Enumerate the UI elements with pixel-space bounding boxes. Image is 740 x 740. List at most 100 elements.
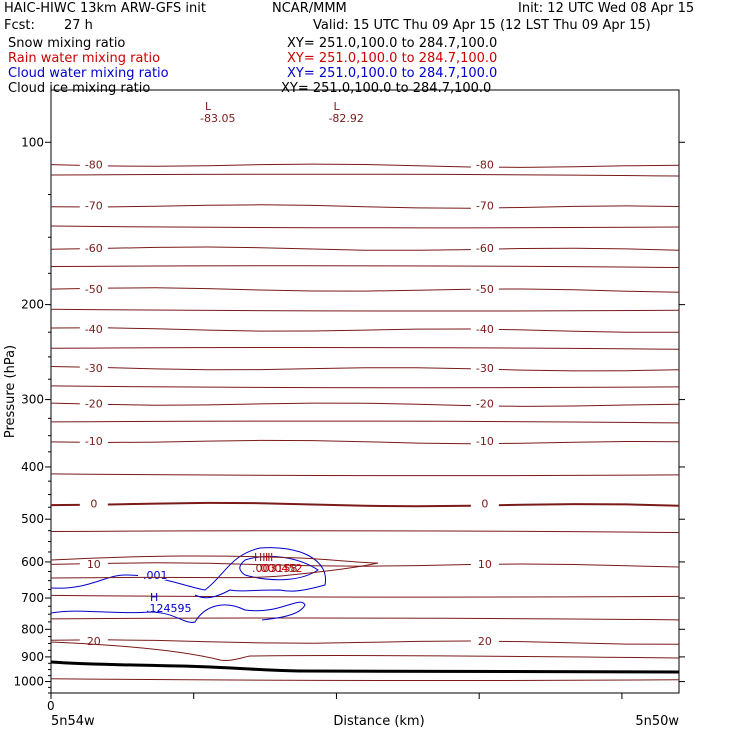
- x-endpoint-right: 5n50w: [635, 714, 679, 729]
- y-tick-label: 800: [21, 622, 44, 636]
- isotherm-line: [50, 678, 680, 682]
- isotherm-line: [50, 385, 680, 389]
- isotherm-label: -40: [476, 323, 494, 336]
- minimum-symbol: L: [205, 100, 212, 113]
- model-title: HAIC-HIWC 13km ARW-GFS init: [4, 1, 206, 16]
- isotherm-label: -50: [85, 283, 103, 296]
- cloud-water-max-value: .124595: [146, 602, 192, 615]
- isotherm-label-bg: [79, 322, 108, 335]
- isotherm-line: [50, 530, 680, 534]
- isotherm-label: -80: [85, 159, 103, 172]
- field-xy-rain: XY= 251.0,100.0 to 284.7,100.0: [287, 51, 498, 66]
- forecast-label: Fcst:: [4, 18, 35, 33]
- temperature-contours: -80 -80 -70 -70 -60 -60 -50 -50 -40 -40 -30 -30 -20 -…: [50, 100, 680, 682]
- isotherm-label-bg: [470, 433, 499, 446]
- isotherm-label-bg: [470, 496, 499, 509]
- minimum-symbol: L: [333, 100, 340, 113]
- cloud-water-contour: [50, 601, 306, 623]
- isotherm-label-bg: [470, 360, 499, 373]
- rain-water-max-symbol: H: [265, 551, 273, 564]
- terrain-line: [50, 641, 680, 674]
- isotherm-line: [50, 327, 679, 333]
- y-tick-label: 500: [21, 512, 44, 526]
- isotherm-label: -70: [85, 200, 103, 213]
- isotherm-line: [50, 346, 680, 350]
- isotherm-line: [50, 204, 680, 209]
- isotherm-label-bg: [470, 396, 499, 409]
- isotherm-label-bg: [79, 433, 108, 446]
- isotherm-line: [50, 366, 680, 372]
- isotherm-line: [50, 420, 680, 424]
- field-name-snow: Snow mixing ratio: [8, 36, 126, 51]
- cloud-water-contour-label: .001: [143, 569, 168, 582]
- isotherm-label-bg: [79, 634, 108, 647]
- isotherm-line: [50, 246, 680, 251]
- field-xy-snow: XY= 251.0,100.0 to 284.7,100.0: [287, 36, 498, 51]
- y-tick-label: 700: [21, 591, 44, 605]
- isotherm-line: [50, 173, 680, 177]
- isotherm-line: [50, 473, 680, 477]
- isotherm-line: [50, 562, 680, 568]
- field-xy-cloud-ice: XY= 251.0,100.0 to 284.7,100.0: [281, 81, 492, 96]
- isotherm-label: -60: [476, 242, 494, 255]
- field-name-rain: Rain water mixing ratio: [8, 51, 161, 66]
- y-tick-label: 600: [21, 555, 44, 569]
- field-name-cloud-ice: Cloud ice mixing ratio: [8, 81, 151, 96]
- isotherm-label: 10: [478, 558, 492, 571]
- isotherm-line: [50, 501, 680, 508]
- isotherm-label: 10: [87, 558, 101, 571]
- isotherm-line: [50, 439, 680, 445]
- isotherm-label: -40: [85, 323, 103, 336]
- cloud-water-max-symbol: H: [150, 591, 158, 604]
- isotherm-label-bg: [470, 556, 499, 569]
- isotherm-label-bg: [470, 281, 499, 294]
- isotherm-label-bg: [470, 634, 499, 647]
- isotherm-label-bg: [470, 322, 499, 335]
- isotherm-label-bg: [470, 198, 499, 211]
- isotherm-label: -20: [476, 397, 494, 410]
- cloud-water-contour: [50, 547, 326, 599]
- rain-water-max-value: .000452: [257, 562, 303, 575]
- isotherm-line: [50, 308, 680, 312]
- minimum-value: -83.05: [200, 112, 235, 125]
- isotherm-label: 0: [481, 498, 488, 511]
- isotherm-line: [50, 617, 680, 621]
- isotherm-line: [50, 163, 680, 168]
- x-axis-label: Distance (km): [333, 714, 424, 729]
- isotherm-label: -30: [476, 362, 494, 375]
- rain-overlap-symbol: HH: [254, 551, 271, 564]
- isotherm-label-bg: [79, 396, 108, 409]
- minimum-value: -82.92: [328, 112, 363, 125]
- isotherm-line: [50, 225, 680, 229]
- terrain-surface: [50, 660, 680, 674]
- y-axis-label: Pressure (hPa): [3, 345, 18, 438]
- y-tick-label: 200: [21, 298, 44, 312]
- y-tick-label: 100: [21, 135, 44, 149]
- isotherm-label: -80: [476, 159, 494, 172]
- isotherm-label-bg: [79, 157, 108, 170]
- plot-frame: [50, 89, 680, 694]
- x-tick-label: 0: [47, 699, 55, 713]
- isotherm-label: -70: [476, 200, 494, 213]
- rain-water-contour: [50, 555, 379, 579]
- org-label: NCAR/MMM: [272, 1, 347, 16]
- isotherm-label: -10: [476, 435, 494, 448]
- isotherm-line: [50, 639, 680, 645]
- isotherm-label: -20: [85, 397, 103, 410]
- y-tick-label: 1000: [13, 675, 44, 689]
- field-xy-cloud-water: XY= 251.0,100.0 to 284.7,100.0: [287, 66, 498, 81]
- forecast-hour: 27 h: [64, 18, 93, 33]
- isotherm-label: 0: [90, 498, 97, 511]
- isotherm-label-bg: [79, 281, 108, 294]
- isotherm-line: [50, 287, 680, 293]
- isotherm-label: 20: [478, 635, 492, 648]
- isotherm-label-bg: [470, 240, 499, 253]
- y-tick-label: 400: [21, 460, 44, 474]
- isotherm-label-bg: [79, 360, 108, 373]
- valid-time: Valid: 15 UTC Thu 09 Apr 15 (12 LST Thu …: [313, 18, 651, 33]
- isotherm-label: -10: [85, 435, 103, 448]
- isotherm-line: [50, 641, 680, 661]
- field-name-cloud-water: Cloud water mixing ratio: [8, 66, 169, 81]
